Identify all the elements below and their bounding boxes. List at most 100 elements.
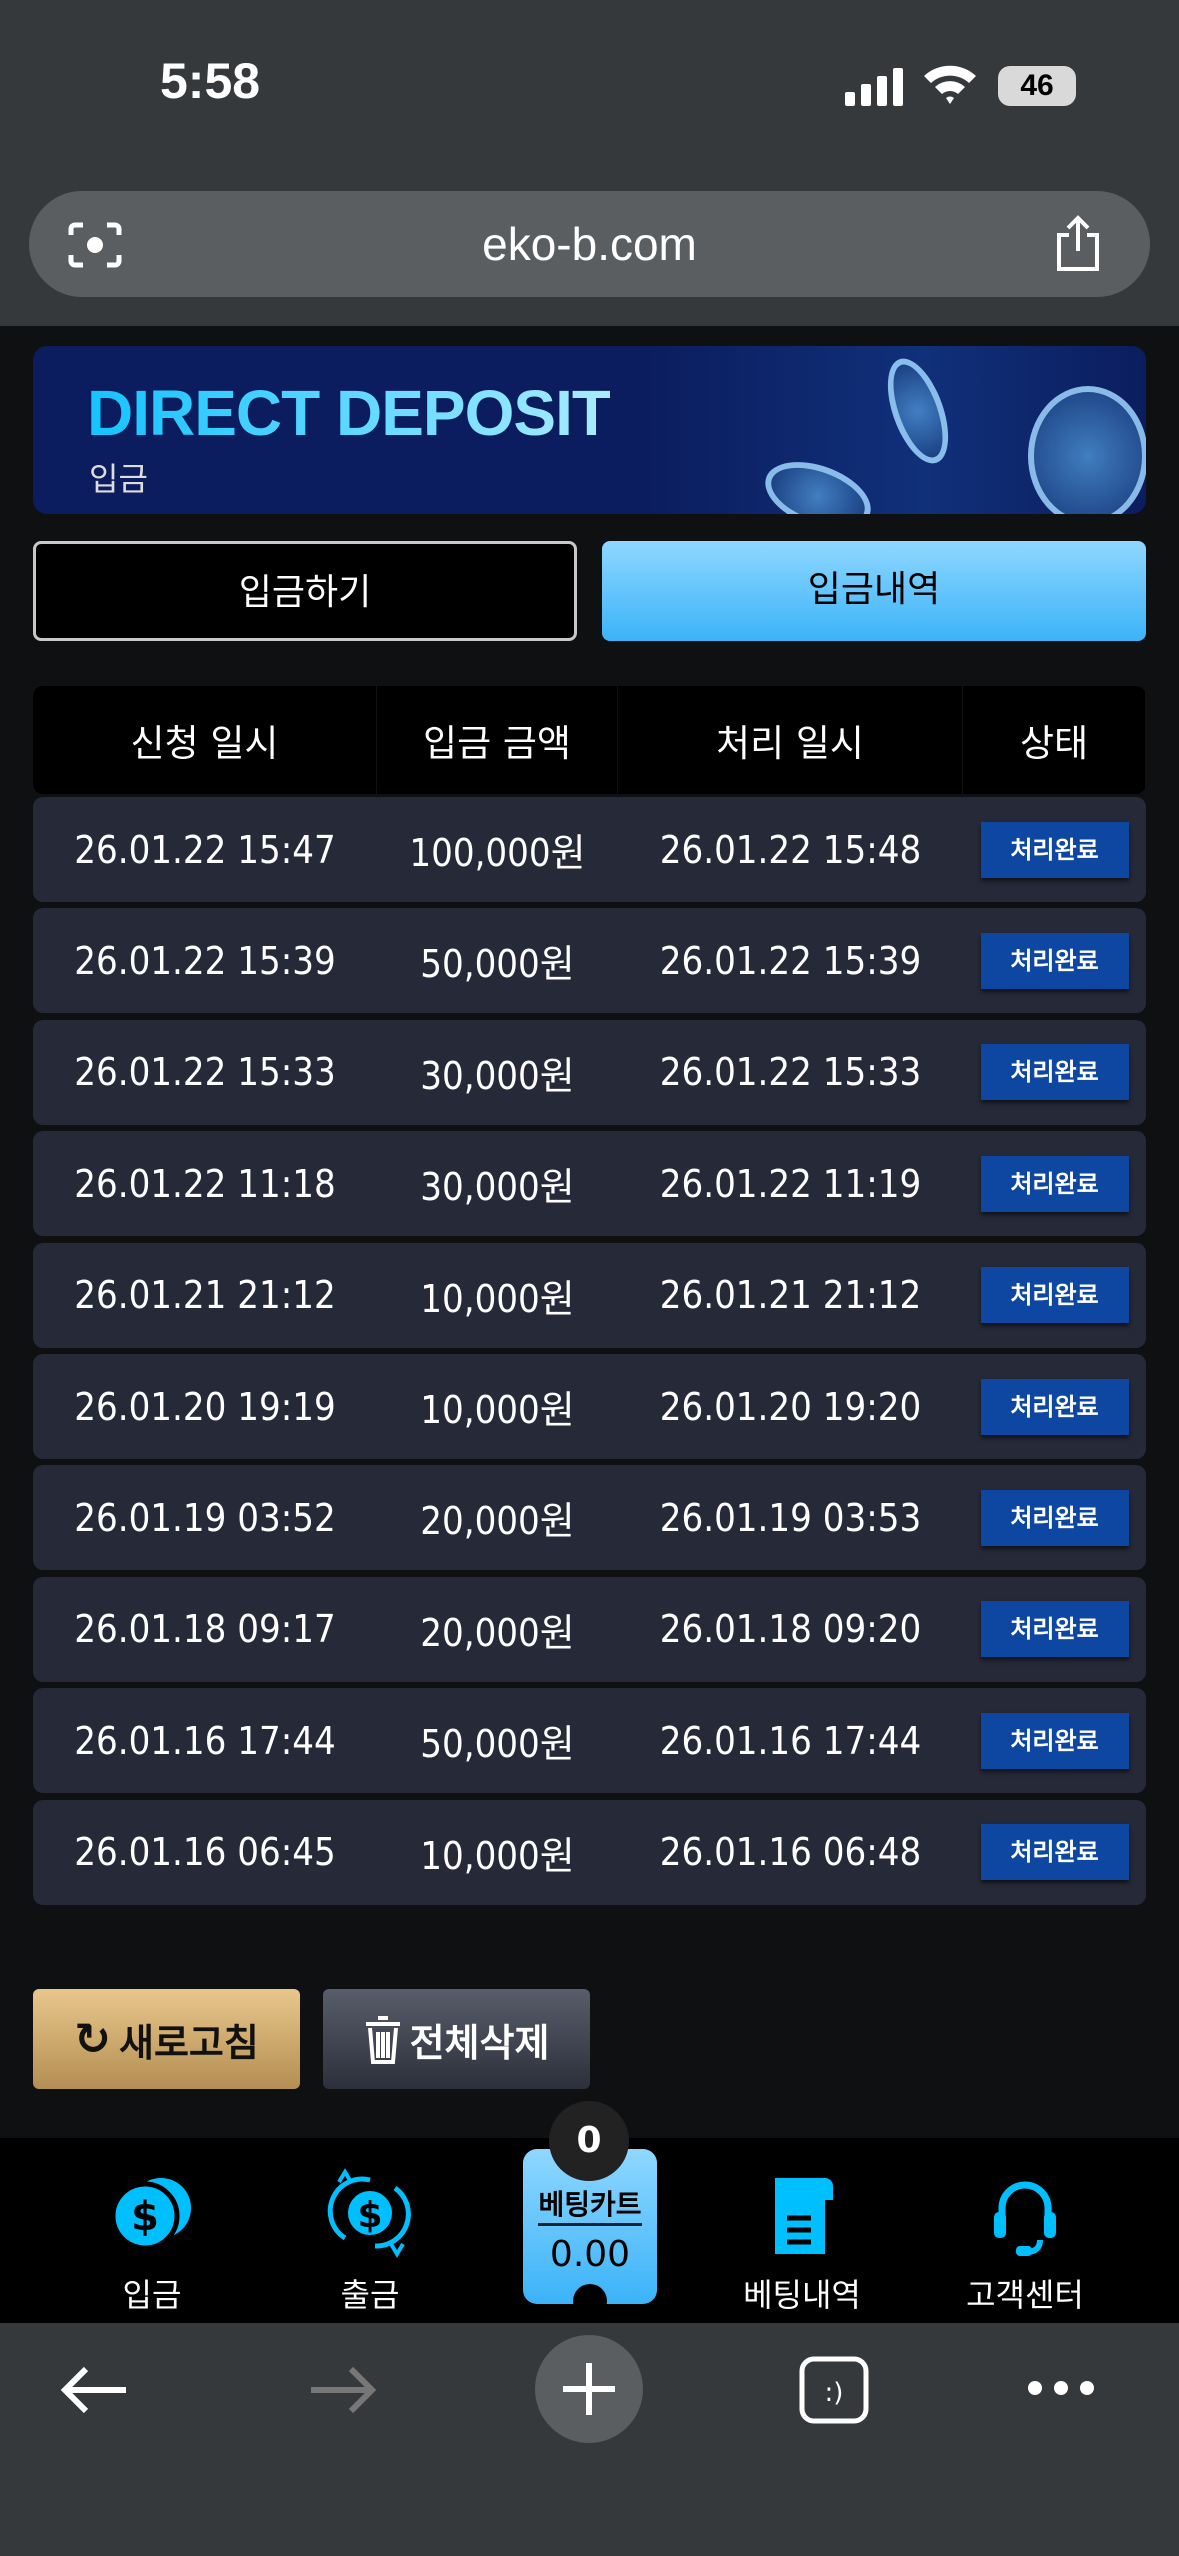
deposit-banner: DIRECT DEPOSIT 입금 xyxy=(33,346,1146,514)
coins-dollar-icon: $ xyxy=(110,2178,191,2251)
coin-image xyxy=(875,350,961,472)
bet-cart-value: 0.00 xyxy=(549,2234,631,2275)
cell-processed-time: 26.01.16 17:44 xyxy=(659,1718,922,1763)
cell-status: 처리완료 xyxy=(963,1243,1146,1348)
trash-icon xyxy=(365,2016,400,2064)
browser-bottom-toolbar: :) xyxy=(0,2323,1179,2556)
cell-amount: 10,000원 xyxy=(420,1388,575,1432)
cell-status: 처리완료 xyxy=(963,1131,1146,1236)
cell-processed-time: 26.01.22 11:19 xyxy=(659,1161,922,1206)
cell-amount: 20,000원 xyxy=(420,1499,575,1544)
cell-request-time: 26.01.18 09:17 xyxy=(74,1607,336,1652)
cell-amount: 30,000원 xyxy=(420,1165,575,1210)
status-badge: 처리완료 xyxy=(980,1601,1129,1658)
cell-request-time: 26.01.22 11:18 xyxy=(74,1161,336,1206)
header-status: 상태 xyxy=(963,686,1146,794)
delete-all-label: 전체삭제 xyxy=(409,2020,550,2065)
camera-scan-icon[interactable] xyxy=(67,221,123,269)
cell-processed-time: 26.01.22 15:39 xyxy=(659,938,922,983)
cell-processed-time: 26.01.19 03:53 xyxy=(659,1495,922,1540)
banner-subtitle: 입금 xyxy=(89,460,148,498)
cell-status: 처리완료 xyxy=(963,1577,1146,1682)
cell-amount: 10,000원 xyxy=(420,1276,575,1321)
cell-amount: 100,000원 xyxy=(409,831,586,875)
nav-deposit[interactable]: $ 입금 xyxy=(62,2168,242,2316)
status-badge: 처리완료 xyxy=(980,932,1129,989)
dollar-exchange-icon: $ xyxy=(327,2168,411,2258)
bet-cart-label: 베팅카트 xyxy=(538,2183,642,2226)
cell-status: 처리완료 xyxy=(963,1354,1146,1459)
cell-processed-time: 26.01.22 15:33 xyxy=(659,1050,922,1095)
status-time: 5:58 xyxy=(160,53,261,109)
tab-deposit[interactable]: 입금하기 xyxy=(33,541,577,641)
status-badge: 처리완료 xyxy=(980,821,1129,878)
cell-request-time: 26.01.16 06:45 xyxy=(74,1830,336,1875)
cell-status: 처리완료 xyxy=(963,797,1146,902)
svg-text::): :) xyxy=(825,2378,844,2408)
table-row: 26.01.16 06:45 10,000원 26.01.16 06:48 처리완료 xyxy=(33,1799,1146,1905)
nav-bet-history[interactable]: 베팅내역 xyxy=(712,2168,892,2316)
cell-processed-time: 26.01.22 15:48 xyxy=(659,827,922,872)
table-header: 신청 일시 입금 금액 처리 일시 상태 xyxy=(33,686,1146,794)
forward-icon[interactable] xyxy=(307,2365,377,2415)
cell-request-time: 26.01.22 15:39 xyxy=(74,938,336,983)
header-request-time: 신청 일시 xyxy=(33,686,377,794)
more-icon[interactable] xyxy=(1025,2378,1097,2398)
nav-support[interactable]: 고객센터 xyxy=(935,2168,1115,2316)
new-tab-icon[interactable] xyxy=(535,2335,643,2443)
receipt-icon xyxy=(775,2178,833,2254)
svg-text:$: $ xyxy=(131,2194,159,2240)
cell-status: 처리완료 xyxy=(963,1800,1146,1905)
status-badge: 처리완료 xyxy=(980,1489,1129,1546)
cellular-signal-icon xyxy=(845,66,903,106)
cell-processed-time: 26.01.18 09:20 xyxy=(659,1607,922,1652)
cell-amount: 10,000원 xyxy=(420,1833,575,1878)
svg-text:$: $ xyxy=(357,2195,382,2236)
banner-title: DIRECT DEPOSIT xyxy=(87,377,611,449)
cell-status: 처리완료 xyxy=(963,1020,1146,1125)
status-badge: 처리완료 xyxy=(980,1824,1129,1881)
nav-withdraw[interactable]: $ 출금 xyxy=(280,2168,460,2316)
cell-request-time: 26.01.16 17:44 xyxy=(74,1718,336,1763)
tabs-icon[interactable]: :) xyxy=(798,2355,870,2425)
url-text[interactable]: eko-b.com xyxy=(482,218,697,270)
table-row: 26.01.19 03:52 20,000원 26.01.19 03:53 처리완료 xyxy=(33,1465,1146,1571)
table-row: 26.01.20 19:19 10,000원 26.01.20 19:20 처리완료 xyxy=(33,1354,1146,1459)
cell-status: 처리완료 xyxy=(963,1465,1146,1570)
status-badge: 처리완료 xyxy=(980,1378,1129,1435)
status-badge: 처리완료 xyxy=(980,1044,1129,1101)
cell-request-time: 26.01.20 19:19 xyxy=(74,1384,336,1429)
table-row: 26.01.22 15:39 50,000원 26.01.22 15:39 처리완료 xyxy=(33,908,1146,1014)
cell-request-time: 26.01.22 15:47 xyxy=(74,827,336,872)
table-row: 26.01.22 11:18 30,000원 26.01.22 11:19 처리완료 xyxy=(33,1131,1146,1237)
battery-indicator: 46 xyxy=(998,66,1076,106)
bet-cart-count-badge: 0 xyxy=(549,2101,629,2181)
cell-processed-time: 26.01.16 06:48 xyxy=(659,1830,922,1875)
share-icon[interactable] xyxy=(1053,215,1103,273)
cell-amount: 20,000원 xyxy=(420,1610,575,1655)
refresh-label: 새로고침 xyxy=(119,2020,259,2065)
back-icon[interactable] xyxy=(60,2365,130,2415)
cell-request-time: 26.01.22 15:33 xyxy=(74,1050,336,1095)
tab-deposit-history[interactable]: 입금내역 xyxy=(602,541,1146,641)
cell-request-time: 26.01.19 03:52 xyxy=(74,1495,336,1540)
coin-image xyxy=(756,448,880,514)
cell-status: 처리완료 xyxy=(963,1688,1146,1793)
coin-image xyxy=(1028,386,1146,514)
wifi-icon xyxy=(924,65,976,104)
address-bar[interactable]: eko-b.com xyxy=(29,191,1150,297)
cell-amount: 30,000원 xyxy=(420,1053,575,1098)
headset-icon xyxy=(994,2181,1056,2256)
status-badge: 처리완료 xyxy=(980,1155,1129,1212)
cell-status: 처리완료 xyxy=(963,908,1146,1013)
cell-amount: 50,000원 xyxy=(420,1722,575,1767)
cell-request-time: 26.01.21 21:12 xyxy=(74,1273,336,1318)
cell-processed-time: 26.01.20 19:20 xyxy=(659,1384,922,1429)
table-row: 26.01.16 17:44 50,000원 26.01.16 17:44 처리완료 xyxy=(33,1688,1146,1794)
refresh-icon: ↻ xyxy=(74,2013,112,2065)
status-badge: 처리완료 xyxy=(980,1267,1129,1324)
delete-all-button[interactable]: 전체삭제 xyxy=(323,1989,590,2089)
refresh-button[interactable]: ↻ 새로고침 xyxy=(33,1989,300,2089)
table-row: 26.01.22 15:33 30,000원 26.01.22 15:33 처리완료 xyxy=(33,1019,1146,1125)
status-badge: 처리완료 xyxy=(980,1712,1129,1769)
